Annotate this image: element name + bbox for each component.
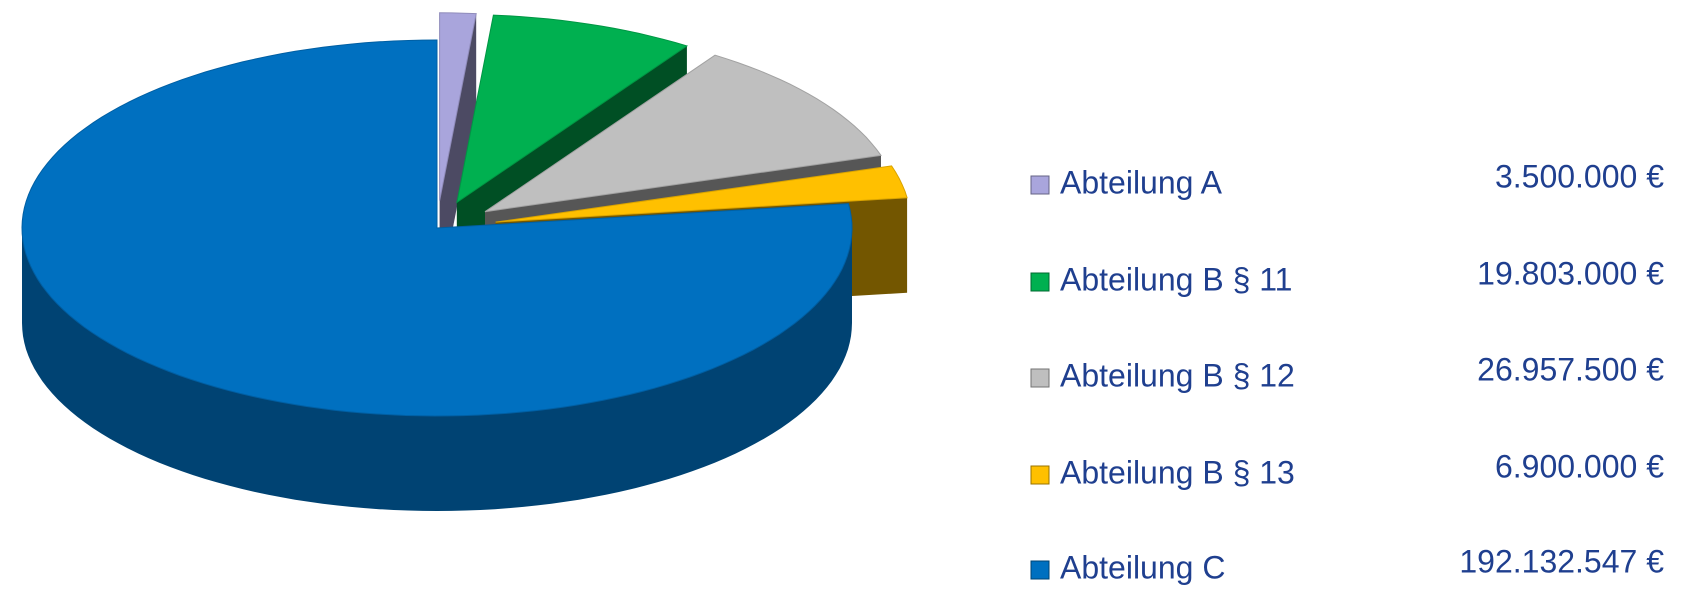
legend-label: Abteilung A xyxy=(1060,164,1223,200)
legend-label: Abteilung B § 13 xyxy=(1060,454,1295,490)
legend-label: Abteilung B § 11 xyxy=(1060,261,1292,297)
slice xyxy=(439,12,477,201)
value-label: 19.803.000 € xyxy=(1477,255,1664,291)
slice-side xyxy=(22,228,852,511)
slice xyxy=(456,14,689,204)
slice-face xyxy=(439,13,477,296)
slice xyxy=(21,39,853,417)
value-label: 26.957.500 € xyxy=(1477,351,1664,387)
legend-marker xyxy=(1030,368,1050,388)
legend-marker xyxy=(1030,465,1050,485)
value-label: 3.500.000 € xyxy=(1495,158,1664,194)
legend-label: Abteilung C xyxy=(1060,549,1225,585)
slice xyxy=(484,54,882,213)
legend-marker xyxy=(1030,560,1050,580)
legend-label: Abteilung B § 12 xyxy=(1060,357,1295,393)
slice xyxy=(495,165,908,223)
value-label: 6.900.000 € xyxy=(1495,448,1664,484)
legend-marker xyxy=(1030,272,1050,292)
legend-marker xyxy=(1030,175,1050,195)
value-label: 192.132.547 € xyxy=(1459,543,1664,579)
